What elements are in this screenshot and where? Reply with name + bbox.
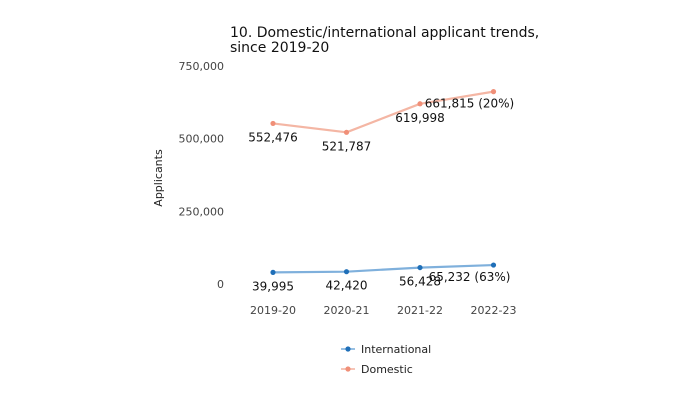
y-axis-label: Applicants [152,149,165,207]
legend-swatch-marker [345,366,351,372]
legend-item-domestic: Domestic [341,363,413,376]
data-point-domestic [343,129,350,135]
series-line-domestic [272,90,494,134]
data-label-international: 39,995 [252,279,294,293]
data-label-international: 42,420 [326,279,368,293]
legend-item-international: International [341,343,431,356]
y-tick-label: 250,000 [179,205,225,218]
data-point-international [270,269,276,275]
data-label-domestic: 661,815 (20%) [425,97,514,111]
data-point-domestic [417,101,423,107]
data-point-domestic [490,89,497,95]
data-point-domestic [270,120,276,127]
data-label-domestic: 521,787 [322,139,372,153]
data-point-international [343,269,350,275]
data-label-international: 56,428 [399,275,441,289]
data-label-domestic: 619,998 [395,111,445,125]
y-axis-ticks: 0 250,000 500,000 750,000 [179,60,225,291]
legend-label: Domestic [361,363,413,376]
data-point-international [490,262,497,268]
series-line-international [272,263,494,274]
y-tick-label: 500,000 [179,133,225,146]
y-tick-label: 750,000 [179,60,225,73]
x-tick-label: 2019-20 [250,304,296,317]
data-label-international: 65,232 (63%) [429,270,511,284]
legend-swatch-marker [345,346,351,352]
legend-label: International [361,343,431,356]
chart-title-line-2: since 2019-20 [230,40,329,56]
y-tick-label: 0 [217,278,224,291]
data-point-international [417,264,423,271]
x-tick-label: 2022-23 [471,304,517,317]
data-label-domestic: 552,476 [248,130,298,144]
x-axis-ticks: 2019-20 2020-21 2021-22 2022-23 [250,304,516,317]
x-tick-label: 2021-22 [397,304,443,317]
legend: International Domestic [341,343,431,376]
chart-title-line-1: 10. Domestic/international applicant tre… [230,25,539,41]
x-tick-label: 2020-21 [324,304,370,317]
